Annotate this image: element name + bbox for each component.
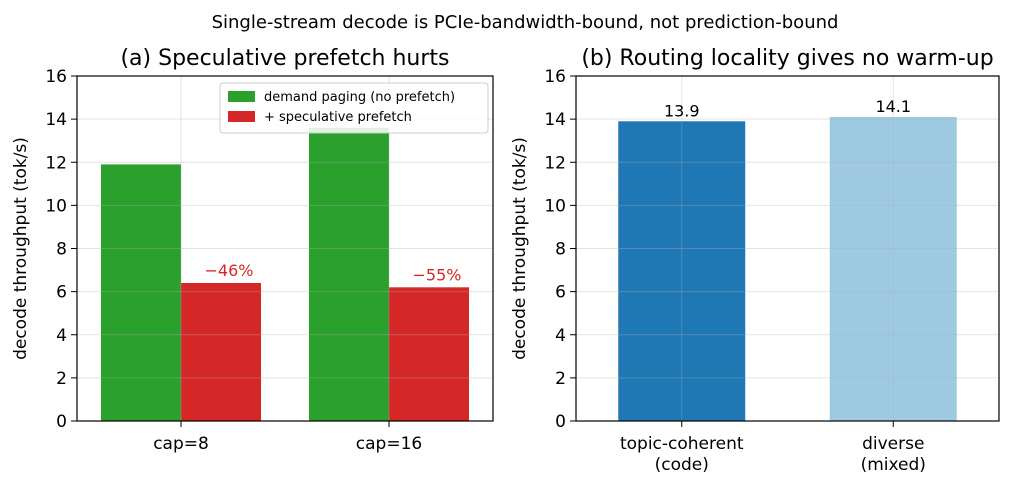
x-tick-label-line: diverse: [862, 434, 924, 454]
legend: demand paging (no prefetch) + speculative…: [219, 82, 489, 134]
legend-label-2: + speculative prefetch: [264, 110, 412, 125]
x-tick-label: topic-coherent (code): [620, 434, 744, 475]
y-axis-label: decode throughput (tok/s): [11, 137, 31, 360]
legend-box: [219, 82, 489, 134]
legend-label-1: demand paging (no prefetch): [264, 90, 455, 105]
panel-a: (a) Speculative prefetch hurts decode thr…: [11, 46, 494, 454]
y-tick-label: 6: [56, 283, 67, 303]
y-tick-label: 16: [45, 67, 67, 87]
panel-title: (a) Speculative prefetch hurts: [120, 46, 449, 71]
x-tick-label: cap=16: [356, 434, 422, 454]
bar-2-1: [181, 283, 261, 421]
y-tick-label: 0: [56, 412, 67, 432]
y-tick-label: 14: [544, 110, 566, 130]
y-tick-label: 16: [544, 67, 566, 87]
annotation-label: −55%: [413, 265, 462, 284]
y-tick-label: 12: [45, 153, 67, 173]
bar-1-1: [101, 164, 181, 421]
legend-swatch-2: [228, 111, 255, 122]
y-tick-label: 10: [45, 196, 67, 216]
x-tick-label-line: cap=16: [356, 434, 422, 454]
panel-b: (b) Routing locality gives no warm-up dec…: [510, 46, 1000, 475]
annotation-label: −46%: [205, 261, 254, 280]
value-label: 13.9: [664, 101, 700, 120]
y-tick-label: 2: [555, 369, 566, 389]
value-label: 14.1: [875, 97, 911, 116]
bar-1-2: [309, 127, 389, 421]
x-tick-label-line: (mixed): [861, 455, 926, 475]
x-tick-label-line: cap=8: [153, 434, 209, 454]
y-tick-label: 12: [544, 153, 566, 173]
y-tick-label: 6: [555, 283, 566, 303]
axes-frame: [575, 75, 1000, 422]
y-tick-label: 0: [555, 412, 566, 432]
y-axis-label: decode throughput (tok/s): [510, 137, 530, 360]
bar-2-2: [389, 287, 469, 421]
y-tick-label: 10: [544, 196, 566, 216]
bars: [618, 116, 957, 421]
bars: [101, 127, 469, 421]
x-tick-label-line: topic-coherent: [620, 434, 744, 454]
bar-1-1: [618, 121, 746, 421]
panel-title: (b) Routing locality gives no warm-up: [581, 46, 993, 71]
y-tick-label: 4: [555, 326, 566, 346]
bar-1-2: [829, 116, 957, 421]
legend-swatch-1: [228, 91, 255, 102]
y-tick-label: 8: [555, 240, 566, 260]
x-tick-label: cap=8: [153, 434, 209, 454]
x-tick-label: diverse (mixed): [861, 434, 926, 475]
axes-frame: [76, 75, 494, 422]
y-tick-label: 8: [56, 240, 67, 260]
y-tick-label: 14: [45, 110, 67, 130]
y-tick-label: 2: [56, 369, 67, 389]
y-tick-label: 4: [56, 326, 67, 346]
figure-suptitle: Single-stream decode is PCIe-bandwidth-b…: [212, 12, 839, 33]
x-tick-label-line: (code): [655, 455, 709, 475]
